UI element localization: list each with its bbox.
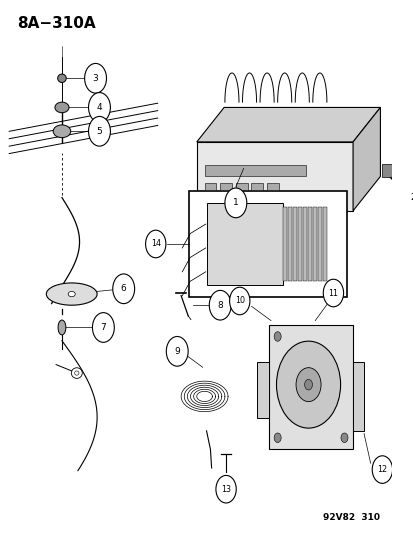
Bar <box>256 362 268 418</box>
Bar <box>188 191 347 297</box>
Circle shape <box>216 475 236 503</box>
Bar <box>287 207 291 281</box>
Circle shape <box>273 332 280 341</box>
Circle shape <box>323 279 343 307</box>
Bar <box>282 207 286 281</box>
Ellipse shape <box>58 320 66 335</box>
Bar <box>313 207 316 281</box>
Circle shape <box>371 456 392 483</box>
Bar <box>235 183 247 190</box>
Ellipse shape <box>71 368 82 378</box>
Bar <box>220 183 231 190</box>
Bar <box>382 164 391 177</box>
Ellipse shape <box>55 102 69 113</box>
Text: 14: 14 <box>150 239 160 248</box>
Bar <box>302 207 306 281</box>
Ellipse shape <box>57 74 66 83</box>
Polygon shape <box>196 142 352 211</box>
Text: 3: 3 <box>93 74 98 83</box>
Text: 4: 4 <box>96 103 102 112</box>
Bar <box>292 207 296 281</box>
Circle shape <box>276 341 340 428</box>
Text: 92V82  310: 92V82 310 <box>323 513 380 522</box>
Bar <box>318 207 322 281</box>
Text: 8A−310A: 8A−310A <box>17 16 95 31</box>
Polygon shape <box>352 108 380 211</box>
Bar <box>268 325 352 449</box>
Bar <box>251 183 263 190</box>
Text: 2: 2 <box>410 193 413 202</box>
Ellipse shape <box>68 292 75 297</box>
Circle shape <box>88 116 110 146</box>
Bar <box>204 183 216 190</box>
Bar <box>323 207 327 281</box>
Polygon shape <box>196 108 380 142</box>
Bar <box>297 207 301 281</box>
Ellipse shape <box>46 283 97 305</box>
Circle shape <box>88 93 110 122</box>
Text: 11: 11 <box>328 288 337 297</box>
Text: 12: 12 <box>376 465 387 474</box>
Bar <box>266 183 278 190</box>
Circle shape <box>224 188 246 217</box>
Ellipse shape <box>53 125 71 138</box>
Text: 6: 6 <box>121 284 126 293</box>
Text: 7: 7 <box>100 323 106 332</box>
Bar <box>206 203 282 285</box>
Text: 10: 10 <box>234 296 244 305</box>
Text: 1: 1 <box>233 198 238 207</box>
Text: 13: 13 <box>221 484 230 494</box>
Circle shape <box>273 433 280 442</box>
Circle shape <box>295 368 320 401</box>
Ellipse shape <box>74 371 79 375</box>
Circle shape <box>166 336 188 366</box>
Circle shape <box>229 287 249 315</box>
Bar <box>352 362 363 431</box>
Text: 8: 8 <box>217 301 223 310</box>
Circle shape <box>340 433 347 442</box>
Circle shape <box>84 63 106 93</box>
Bar <box>204 165 306 176</box>
Text: 5: 5 <box>96 127 102 136</box>
Text: 9: 9 <box>174 347 180 356</box>
Circle shape <box>209 290 230 320</box>
Circle shape <box>92 313 114 342</box>
Circle shape <box>112 274 134 304</box>
Bar <box>308 207 311 281</box>
Circle shape <box>145 230 166 258</box>
Circle shape <box>304 379 312 390</box>
Circle shape <box>402 183 413 213</box>
